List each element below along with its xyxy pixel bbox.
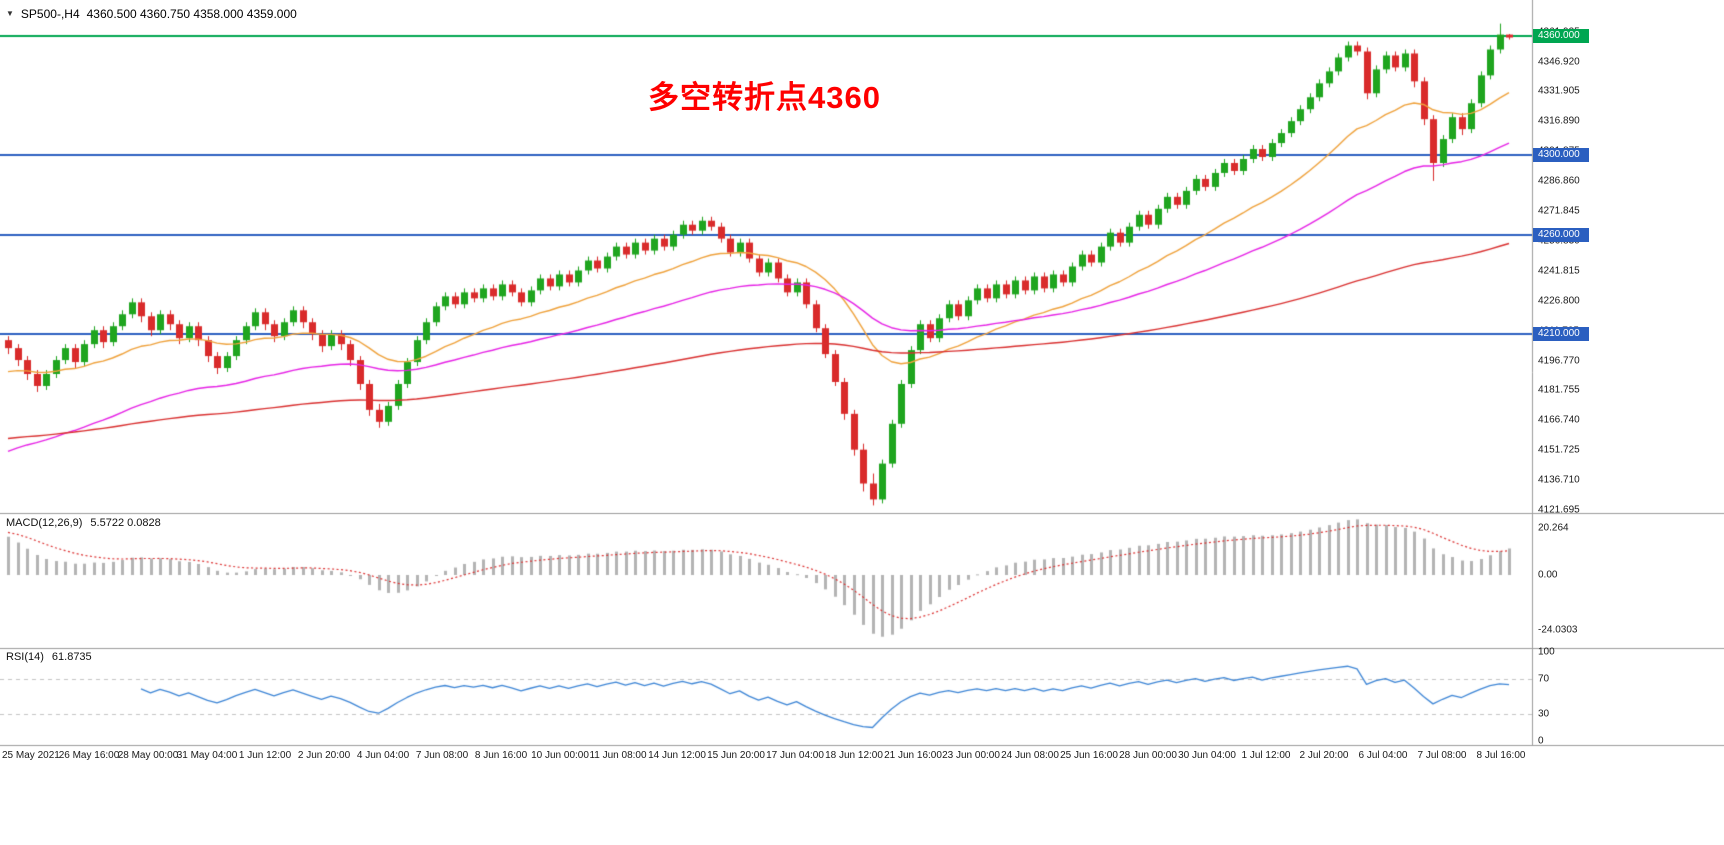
macd-name: MACD(12,26,9) <box>6 517 83 529</box>
annotation-text: 多空转折点4360 <box>648 80 881 115</box>
chart-header: ▼ SP500-,H4 4360.500 4360.750 4358.000 4… <box>6 7 297 21</box>
rsi-name: RSI(14) <box>6 651 44 663</box>
price-line-badge[interactable]: 4300.000 <box>1533 148 1589 163</box>
macd-values: 5.5722 0.0828 <box>90 517 161 529</box>
price-line-badge[interactable]: 4210.000 <box>1533 327 1589 342</box>
price-line-badge[interactable]: 4260.000 <box>1533 227 1589 242</box>
chart-menu-icon[interactable]: ▼ <box>6 9 14 18</box>
price-line-badge[interactable]: 4360.000 <box>1533 28 1589 43</box>
macd-indicator-label: MACD(12,26,9) 5.5722 0.0828 <box>6 517 161 529</box>
chart-symbol-period: SP500-,H4 <box>20 7 80 21</box>
chart-ohlc-values: 4360.500 4360.750 4358.000 4359.000 <box>86 7 297 21</box>
rsi-value: 61.8735 <box>51 651 92 663</box>
rsi-indicator-label: RSI(14) 61.8735 <box>6 651 92 663</box>
